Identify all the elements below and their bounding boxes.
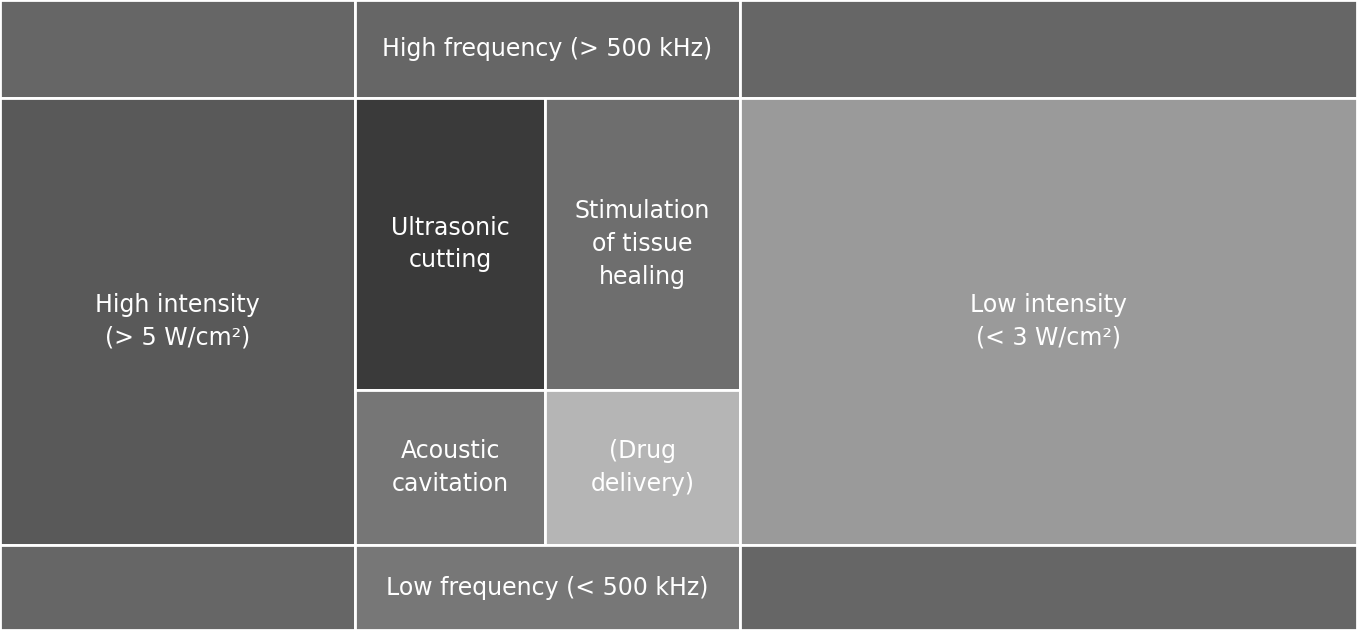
Text: High frequency (> 500 kHz): High frequency (> 500 kHz): [383, 37, 712, 61]
Text: Low frequency (< 500 kHz): Low frequency (< 500 kHz): [387, 576, 708, 600]
Bar: [740, 545, 1357, 630]
Text: (Drug
delivery): (Drug delivery): [590, 439, 695, 496]
Bar: [356, 390, 546, 545]
Text: Acoustic
cavitation: Acoustic cavitation: [392, 439, 509, 496]
Bar: [0, 98, 356, 545]
Bar: [0, 0, 356, 98]
Bar: [740, 98, 1357, 545]
Bar: [356, 98, 546, 390]
Text: Low intensity
(< 3 W/cm²): Low intensity (< 3 W/cm²): [970, 293, 1126, 350]
Bar: [356, 545, 740, 630]
Text: Ultrasonic
cutting: Ultrasonic cutting: [391, 215, 509, 272]
Bar: [546, 98, 740, 390]
Text: Stimulation
of tissue
healing: Stimulation of tissue healing: [575, 200, 710, 289]
Text: High intensity
(> 5 W/cm²): High intensity (> 5 W/cm²): [95, 293, 261, 350]
Bar: [356, 0, 740, 98]
Bar: [740, 0, 1357, 98]
Bar: [546, 390, 740, 545]
Bar: [0, 545, 356, 630]
